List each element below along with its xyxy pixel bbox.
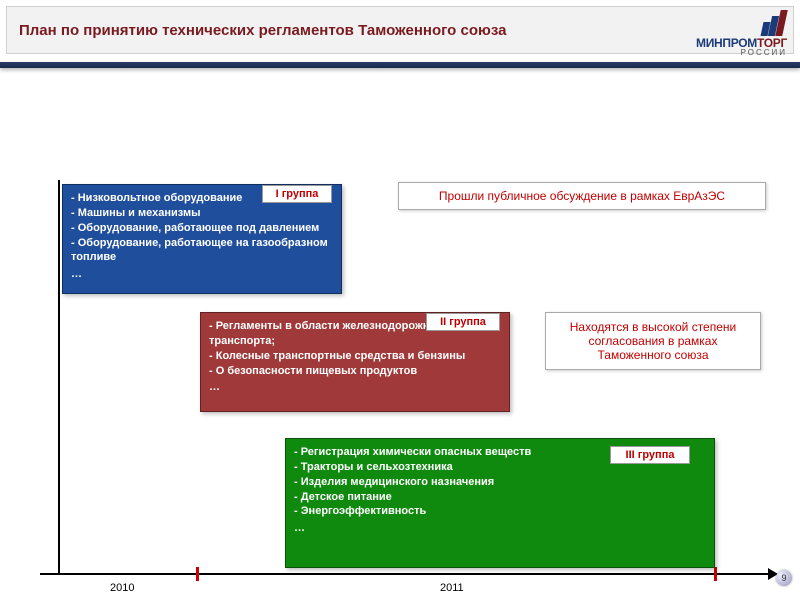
group-2-tag: II группа	[426, 313, 500, 331]
list-item: О безопасности пищевых продуктов	[209, 364, 501, 379]
group-2-status: Находятся в высокой степени согласования…	[545, 312, 761, 370]
axis-y	[58, 180, 60, 575]
page-number: 9	[776, 570, 792, 586]
logo: МИНПРОМТОРГ РОССИИ	[696, 9, 787, 57]
header-bar: План по принятию технических регламентов…	[6, 6, 794, 54]
group-1-tag: I группа	[262, 185, 332, 203]
group-1-status: Прошли публичное обсуждение в рамках Евр…	[398, 182, 766, 210]
list-item: Машины и механизмы	[71, 206, 333, 221]
group-3-tag: III группа	[610, 446, 690, 464]
page-title: План по принятию технических регламентов…	[19, 22, 506, 39]
list-item: Детское питание	[294, 490, 706, 505]
list-item: Оборудование, работающее под давлением	[71, 221, 333, 236]
list-item: Оборудование, работающее на газообразном…	[71, 236, 333, 266]
list-item: Изделия медицинского назначения	[294, 475, 706, 490]
timeline-canvas: 2010 2011 Низковольтное оборудование Маш…	[0, 68, 800, 588]
logo-bars-icon	[762, 10, 785, 36]
list-item: Энергоэффективность	[294, 504, 706, 519]
group-2-more: …	[209, 380, 501, 395]
group-3-more: …	[294, 521, 706, 536]
tick-2011	[714, 567, 717, 581]
group-1-more: …	[71, 267, 333, 282]
tick-2010	[196, 567, 199, 581]
list-item: Колесные транспортные средства и бензины	[209, 349, 501, 364]
year-label-2011: 2011	[440, 582, 464, 594]
axis-x	[40, 573, 770, 575]
logo-subtext: РОССИИ	[741, 48, 787, 57]
year-label-2010: 2010	[110, 582, 134, 594]
